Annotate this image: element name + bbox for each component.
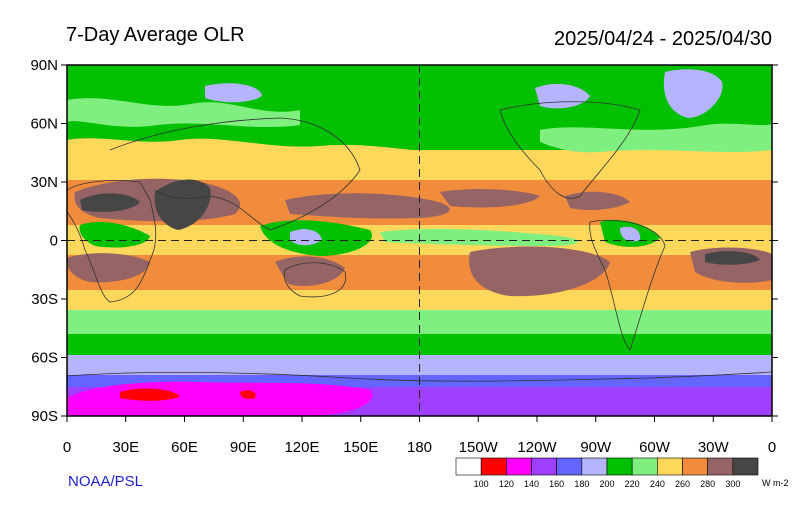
patch-s-africa-brown xyxy=(67,253,150,283)
lat-label: 90N xyxy=(30,57,58,74)
colorbar-swatch xyxy=(506,457,532,476)
colorbar-label: 200 xyxy=(599,479,614,489)
lon-label: 150W xyxy=(459,439,499,456)
patch-carib-brown xyxy=(565,191,630,210)
colorbar-label: 180 xyxy=(574,479,589,489)
patch-amazon-lav xyxy=(620,226,641,242)
lat-label: 90S xyxy=(31,408,58,425)
coast-eurasia xyxy=(109,117,361,231)
patch-siberia xyxy=(205,83,262,103)
colorbar-label: 120 xyxy=(499,479,514,489)
colorbar-swatch xyxy=(657,457,683,476)
colorbar-swatch xyxy=(732,457,759,476)
lat-label: 0 xyxy=(50,233,58,250)
colorbar-swatch xyxy=(606,457,633,476)
colorbar-label: 160 xyxy=(549,479,564,489)
map-title: 7-Day Average OLR xyxy=(66,24,245,46)
colorbar-swatch xyxy=(455,457,482,476)
colorbar-swatch xyxy=(682,457,708,476)
colorbar-swatch xyxy=(707,457,734,476)
credit-text: NOAA/PSL xyxy=(68,473,144,490)
lon-label: 30W xyxy=(698,439,730,456)
patch-n-lightgreen xyxy=(67,98,300,128)
colorbar-label: 280 xyxy=(700,479,715,489)
colorbar-label: 140 xyxy=(524,479,539,489)
colorbar-label: 100 xyxy=(474,479,489,489)
patch-spac-brown xyxy=(469,246,610,297)
coast-samerica xyxy=(589,219,666,351)
colorbar-swatch xyxy=(581,457,608,476)
date-range: 2025/04/24 - 2025/04/30 xyxy=(554,28,772,50)
colorbar-swatch xyxy=(631,457,658,476)
lon-label: 90E xyxy=(230,439,257,456)
lon-label: 30E xyxy=(112,439,139,456)
coast-antarctica xyxy=(67,371,772,382)
patch-s-lightgreen xyxy=(67,312,772,334)
lon-label: 60E xyxy=(171,439,198,456)
colorbar-label: 260 xyxy=(675,479,690,489)
patch-antarctic-core xyxy=(120,388,180,401)
patch-npac-brown-2 xyxy=(440,189,540,208)
patch-africa-green xyxy=(79,222,150,248)
colorbar-swatch xyxy=(556,457,583,476)
lon-label: 90W xyxy=(580,439,612,456)
lon-label: 0 xyxy=(63,439,71,456)
coast-australia xyxy=(283,262,347,298)
lon-label: 180 xyxy=(407,439,432,456)
patch-antarctic-core-2 xyxy=(240,390,256,399)
lat-axis: 90N 60N 30N 0 30S 60S 90S xyxy=(30,57,778,425)
patch-arabia-core xyxy=(154,179,211,230)
lat-label: 60N xyxy=(30,116,58,133)
colorbar: 100 120 140 160 180 200 220 240 260 280 300 xyxy=(455,457,759,489)
patch-n-lightgreen-2 xyxy=(540,123,772,153)
units-label: W m-2 xyxy=(762,478,789,488)
patch-satl-core xyxy=(705,251,760,265)
patch-sahara-core-1 xyxy=(80,193,140,212)
colorbar-label: 300 xyxy=(725,479,740,489)
colorbar-label: 240 xyxy=(650,479,665,489)
patch-greenland xyxy=(663,69,723,118)
coastlines xyxy=(67,101,772,382)
lon-label: 120E xyxy=(284,439,319,456)
patch-npac-brown xyxy=(285,193,450,219)
colorbar-swatch xyxy=(531,457,557,476)
colorbar-label: 220 xyxy=(625,479,640,489)
coast-africa xyxy=(67,180,157,303)
coast-namerica xyxy=(499,101,641,199)
lat-label: 60S xyxy=(31,350,58,367)
lon-label: 150E xyxy=(343,439,378,456)
patch-itcz-lightgreen xyxy=(380,229,579,246)
patch-maritime-lav xyxy=(290,229,322,246)
lat-label: 30S xyxy=(31,291,58,308)
lon-label: 0 xyxy=(768,439,776,456)
lat-label: 30N xyxy=(30,174,58,191)
colorbar-swatch xyxy=(480,457,507,476)
lon-axis: 0 30E 60E 90E 120E 150E 180 150W 120W 90W 60W 30W 0 xyxy=(63,416,776,456)
lon-label: 120W xyxy=(517,439,557,456)
patch-antarctic-magenta xyxy=(67,381,373,416)
lon-label: 60W xyxy=(639,439,671,456)
